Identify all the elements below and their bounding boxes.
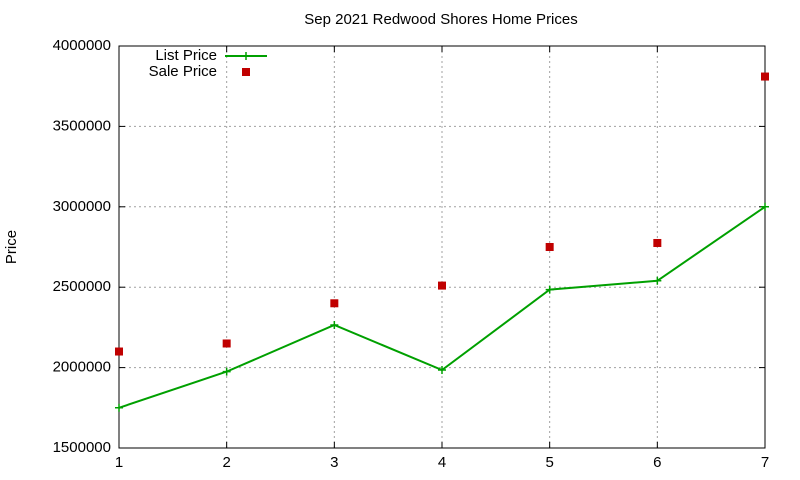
y-tick-label: 2500000 xyxy=(53,278,111,295)
x-tick-label: 6 xyxy=(653,454,661,471)
point xyxy=(330,299,339,308)
plot-border xyxy=(118,45,766,449)
x-tick-label: 7 xyxy=(761,454,769,471)
legend-marker xyxy=(242,52,250,60)
x-tick-label: 3 xyxy=(330,454,338,471)
point xyxy=(330,320,339,329)
chart-title: Sep 2021 Redwood Shores Home Prices xyxy=(304,11,578,28)
legend-label: Sale Price xyxy=(149,63,217,80)
point xyxy=(438,366,446,375)
point xyxy=(653,276,662,285)
y-axis-label: Price xyxy=(3,230,20,264)
x-tick-label: 1 xyxy=(115,454,123,471)
point xyxy=(761,202,769,211)
point xyxy=(115,403,123,412)
x-tick-label: 4 xyxy=(438,454,446,471)
point xyxy=(761,72,769,81)
y-tick-label: 3000000 xyxy=(53,198,111,215)
point xyxy=(222,367,231,376)
y-tick-label: 4000000 xyxy=(53,37,111,54)
y-tick-label: 3500000 xyxy=(53,117,111,134)
x-tick-label: 5 xyxy=(545,454,553,471)
point xyxy=(545,243,554,251)
y-tick-label: 1500000 xyxy=(53,439,111,456)
x-tick-label: 2 xyxy=(222,454,230,471)
y-tick-label: 2000000 xyxy=(53,359,111,376)
point xyxy=(222,339,231,348)
legend-label: List Price xyxy=(155,47,217,64)
point xyxy=(438,281,446,290)
legend-marker xyxy=(242,68,250,76)
point xyxy=(115,347,123,356)
point xyxy=(653,238,662,247)
point xyxy=(545,285,554,294)
